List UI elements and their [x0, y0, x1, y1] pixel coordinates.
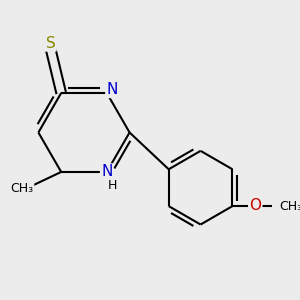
- Text: H: H: [107, 178, 117, 192]
- Text: N: N: [106, 82, 118, 97]
- Text: O: O: [249, 198, 261, 213]
- Text: S: S: [46, 35, 56, 50]
- Text: N: N: [101, 164, 112, 179]
- Text: CH₃: CH₃: [10, 182, 33, 195]
- Text: CH₃: CH₃: [279, 200, 300, 213]
